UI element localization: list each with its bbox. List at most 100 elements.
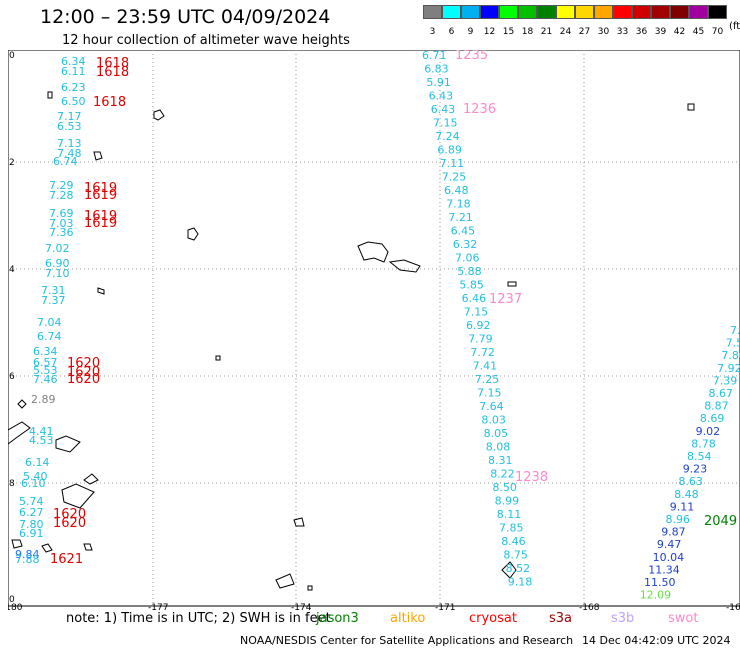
longitude-tick: -16 (726, 603, 740, 610)
swh-value: 8.87 (704, 400, 729, 413)
swh-value: 7.36 (49, 226, 74, 239)
legend-label: 24 (559, 27, 572, 37)
swh-value: 7.86 (721, 349, 740, 362)
island-outline (8, 421, 31, 445)
swh-value: 7.03 (49, 217, 74, 230)
swh-value: 5.91 (426, 76, 451, 89)
island-outline (97, 287, 105, 295)
swh-value: 6.43 (431, 103, 456, 116)
swh-value: 9.11 (670, 500, 695, 513)
swh-value: 8.78 (691, 437, 716, 450)
swh-value: 8.11 (497, 508, 522, 521)
swh-value: 7.13 (57, 137, 82, 150)
island-outline (55, 435, 81, 453)
island-outline (388, 259, 421, 273)
legend-label: 27 (578, 27, 591, 37)
legend-unit: (ft) (729, 21, 740, 32)
swh-value: 8.48 (674, 488, 699, 501)
swh-value: 9.23 (683, 463, 708, 476)
swh-value: 2.89 (31, 393, 56, 406)
pass-time: 1620 (53, 516, 86, 531)
swh-value: 7.50 (726, 337, 740, 350)
swh-value: 7.92 (717, 362, 740, 375)
swh-value: 6.92 (466, 319, 491, 332)
island-outline (93, 151, 103, 161)
swh-value: 7.3 (730, 324, 740, 337)
island-outline (687, 103, 695, 111)
swh-value: 7.37 (41, 294, 66, 307)
pass-right-times: 2049 (704, 514, 737, 529)
legend-label: 15 (502, 27, 515, 37)
island-outline (41, 543, 53, 553)
swh-value: 7.04 (37, 316, 62, 329)
legend-label: 30 (597, 27, 610, 37)
pass-time: 1619 (84, 216, 117, 231)
swh-value: 7.31 (41, 284, 66, 297)
swh-value: 8.31 (488, 454, 513, 467)
satellite-jason3: jason3 (316, 611, 359, 626)
legend-swatch: 3 (423, 5, 442, 37)
swh-value: 6.91 (19, 527, 44, 540)
swh-value: 8.75 (503, 549, 528, 562)
swh-value: 9.84 (15, 548, 40, 561)
legend-swatch: 36 (632, 5, 651, 37)
map-title: 12:00 – 23:59 UTC 04/09/2024 (40, 6, 331, 28)
swh-value: 11.34 (648, 563, 680, 576)
pass-left-times: 1618161816181619161916191619162016201620… (50, 56, 129, 567)
swh-value: 8.05 (484, 427, 509, 440)
swh-value: 6.34 (33, 345, 58, 358)
swh-value: 7.24 (435, 130, 460, 143)
latitude-tick: -18 (8, 479, 15, 489)
island-outline (215, 355, 221, 361)
swh-value: 8.03 (481, 414, 506, 427)
color-legend: 3 6 9 12 15 18 21 24 27 30 33 36 39 42 45 70 (423, 5, 727, 37)
swh-value: 6.34 (61, 55, 86, 68)
swh-value: 5.88 (457, 265, 482, 278)
latitude-tick: -14 (8, 265, 15, 275)
swh-value: 7.25 (442, 171, 467, 184)
pass-time: 1237 (489, 292, 522, 307)
swh-value: 7.46 (33, 373, 58, 386)
land-outlines (8, 91, 695, 591)
swh-value: 5.53 (33, 364, 58, 377)
legend-label: 39 (654, 27, 667, 37)
legend-swatch: 9 (461, 5, 480, 37)
island-outline (83, 473, 99, 485)
map-subtitle: 12 hour collection of altimeter wave hei… (62, 33, 350, 48)
longitude-tick: -177 (148, 603, 168, 610)
swh-value: 6.83 (424, 63, 449, 76)
island-outline (47, 91, 53, 99)
latitude-tick: -10 (8, 51, 15, 61)
swh-value: 4.53 (29, 434, 54, 447)
swh-value: 6.53 (57, 120, 82, 133)
pass-middle-times: 1235 1236 1237 1238 (455, 50, 548, 485)
swh-value: 8.08 (486, 441, 511, 454)
legend-swatch: 42 (670, 5, 689, 37)
swh-value: 7.18 (446, 198, 471, 211)
swh-value: 7.15 (477, 387, 502, 400)
axis-tick-labels: -180 -177 -174 -171 -168 -16 -10 -12 -14 -16 -18 -2… (8, 51, 740, 610)
island-outline (507, 281, 517, 287)
island-outline (275, 573, 295, 589)
legend-label: 3 (429, 27, 436, 37)
island-outline (83, 543, 93, 551)
longitude-tick: -168 (579, 603, 600, 610)
swh-value: 6.74 (37, 330, 62, 343)
swh-value: 6.46 (462, 292, 487, 305)
swh-value: 6.43 (429, 90, 454, 103)
swh-value: 11.50 (644, 576, 676, 589)
swh-value: 6.71 (422, 50, 447, 62)
swh-value: 7.64 (479, 400, 504, 413)
legend-swatch: 30 (594, 5, 613, 37)
legend-swatch: 21 (537, 5, 556, 37)
graticule-grid (8, 50, 740, 606)
swh-value: 9.02 (696, 425, 721, 438)
pass-right-values: 7.37.507.867.927.398.678.878.699.028.788… (640, 324, 740, 602)
swh-value: 5.74 (19, 495, 44, 508)
legend-label: 45 (692, 27, 705, 37)
swh-value: 7.41 (473, 360, 498, 373)
swh-value: 5.40 (23, 470, 48, 483)
swh-value: 7.80 (19, 518, 44, 531)
legend-swatch: 15 (499, 5, 518, 37)
swh-value: 7.69 (49, 207, 74, 220)
